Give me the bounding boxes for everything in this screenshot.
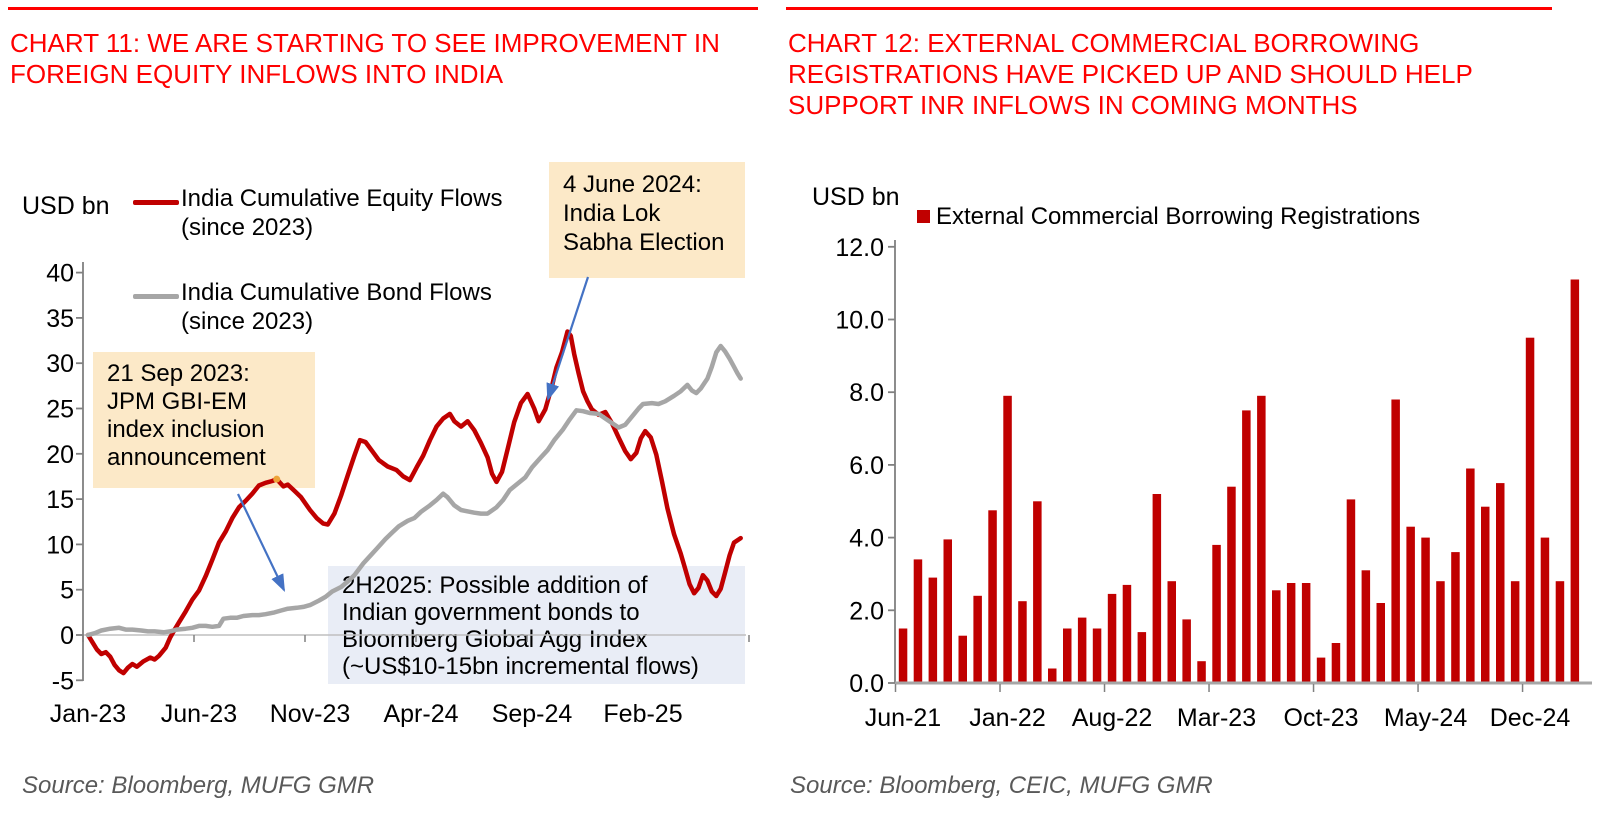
chart11-y-tick-label-30: 30	[46, 350, 74, 378]
chart11-y-tick-label-20: 20	[46, 441, 74, 469]
bar-Apr-22	[1048, 668, 1057, 683]
chart12-x-tick-label-Oct-23: Oct-23	[1284, 704, 1359, 732]
chart12-unit-label: USD bn	[812, 183, 900, 211]
chart12-y-tick-label-2: 2.0	[849, 597, 884, 625]
chart11-y-tick-label-35: 35	[46, 305, 74, 333]
bar-Feb-25	[1555, 581, 1565, 683]
bar-May-24	[1421, 537, 1430, 683]
chart11-y-tick-label-15: 15	[46, 486, 74, 514]
equity-flows-legend-swatch	[133, 200, 179, 205]
chart12-x-tick-label-Mar-23: Mar-23	[1177, 704, 1256, 732]
annotation-jpm-inclusion: 21 Sep 2023: JPM GBI-EM index inclusion …	[93, 352, 315, 488]
bar-Aug-21	[928, 577, 938, 683]
bar-Mar-22	[1033, 501, 1042, 684]
bar-Aug-23	[1286, 583, 1296, 683]
top-rule-right	[786, 7, 1552, 10]
top-rule-left	[8, 7, 758, 10]
bar-Oct-22	[1137, 632, 1147, 683]
bar-Oct-23	[1316, 657, 1326, 683]
chart12-source: Source: Bloomberg, CEIC, MUFG GMR	[790, 772, 1213, 799]
bar-Dec-22	[1167, 581, 1176, 683]
bond-flows-legend-label: India Cumulative Bond Flows (since 2023)	[181, 279, 492, 335]
arrow-election-to-equity-line	[546, 276, 590, 402]
chart12-title: CHART 12: EXTERNAL COMMERCIAL BORROWING …	[788, 28, 1473, 120]
chart11-y-tick-label-0: 0	[60, 622, 74, 650]
bar-Jul-24	[1451, 552, 1460, 683]
chart12-x-tick-label-Aug-22: Aug-22	[1072, 704, 1153, 732]
chart11-y-tick-label-5: 5	[60, 577, 74, 605]
chart12-y-tick-label-8: 8.0	[849, 379, 884, 407]
chart11-title: CHART 11: WE ARE STARTING TO SEE IMPROVE…	[10, 28, 720, 89]
chart11-y-tick-label--5: -5	[52, 667, 74, 695]
bar-Mar-25	[1570, 279, 1580, 683]
chart11-y-tick-label-40: 40	[46, 260, 74, 288]
bar-Jan-24	[1361, 570, 1371, 683]
chart11-unit-label: USD bn	[22, 192, 110, 220]
bar-Jul-23	[1272, 590, 1281, 683]
chart12-y-tick-label-6: 6.0	[849, 452, 884, 480]
bar-Dec-21	[988, 510, 997, 683]
chart12-x-tick-label-Jan-22: Jan-22	[969, 704, 1045, 732]
bar-Aug-24	[1466, 468, 1475, 683]
chart11-x-tick-label-Jun-23: Jun-23	[161, 700, 237, 728]
bar-Aug-22	[1107, 593, 1117, 683]
bar-Jul-21	[913, 559, 923, 683]
bar-Nov-21	[973, 595, 982, 683]
bar-Sep-23	[1301, 583, 1311, 683]
chart12-x-tick-label-Jun-21: Jun-21	[865, 704, 941, 732]
annotation-lok-sabha-election: 4 June 2024: India Lok Sabha Election	[549, 162, 745, 278]
bar-Mar-24	[1391, 399, 1400, 683]
annotation-bloomberg-agg: 2H2025: Possible addition of Indian gove…	[328, 566, 745, 684]
bar-Dec-23	[1346, 499, 1356, 683]
bar-Feb-22	[1018, 601, 1027, 683]
equity-flows-legend-label: India Cumulative Equity Flows (since 202…	[181, 185, 503, 241]
chart12-y-tick-label-4: 4.0	[849, 525, 884, 553]
chart11-y-tick-label-10: 10	[46, 531, 74, 559]
bar-Apr-24	[1406, 526, 1415, 683]
chart11-y-tick-label-25: 25	[46, 396, 74, 424]
bar-Sep-22	[1122, 584, 1132, 683]
chart12-y-tick-label-12: 12.0	[835, 234, 884, 262]
bar-Jun-24	[1436, 581, 1445, 683]
bar-Jan-22	[1003, 395, 1012, 683]
bar-Nov-24	[1510, 581, 1520, 683]
chart11-x-tick-label-Apr-24: Apr-24	[383, 700, 458, 728]
bar-Jun-23	[1257, 395, 1266, 683]
chart12-y-tick-label-10: 10.0	[835, 307, 884, 335]
ecb-legend-swatch	[917, 210, 930, 223]
bond-flows-legend-swatch	[133, 294, 179, 299]
bar-Sep-21	[943, 539, 952, 683]
bar-May-22	[1063, 628, 1072, 683]
chart11-x-tick-label-Sep-24: Sep-24	[492, 700, 573, 728]
bar-Jun-21	[898, 628, 908, 683]
bar-Jun-22	[1077, 617, 1087, 683]
bar-Apr-23	[1227, 486, 1236, 683]
chart12-x-tick-label-May-24: May-24	[1384, 704, 1467, 732]
chart12-x-tick-label-Dec-24: Dec-24	[1490, 704, 1571, 732]
chart11-source: Source: Bloomberg, MUFG GMR	[22, 772, 375, 799]
chart11-x-tick-label-Nov-23: Nov-23	[270, 700, 351, 728]
bar-Jul-22	[1092, 628, 1102, 683]
ecb-legend-label: External Commercial Borrowing Registrati…	[936, 203, 1421, 230]
bar-Sep-24	[1481, 506, 1490, 683]
bar-Dec-24	[1525, 337, 1535, 683]
bar-Nov-23	[1331, 643, 1341, 683]
bar-Jan-23	[1182, 619, 1191, 683]
bar-Oct-21	[958, 635, 967, 683]
bar-Feb-23	[1197, 661, 1206, 683]
chart11-x-tick-label-Jan-23: Jan-23	[50, 700, 126, 728]
bar-Oct-24	[1496, 483, 1505, 683]
chart11-x-tick-label-Feb-25: Feb-25	[603, 700, 682, 728]
bar-May-23	[1242, 410, 1251, 683]
bar-Mar-23	[1212, 544, 1221, 683]
arrow-jpm-to-bond-line	[237, 493, 285, 592]
bar-Feb-24	[1376, 603, 1385, 683]
bar-Jan-25	[1540, 537, 1550, 683]
chart12-y-tick-label-0: 0.0	[849, 670, 884, 698]
bar-Nov-22	[1152, 494, 1162, 683]
